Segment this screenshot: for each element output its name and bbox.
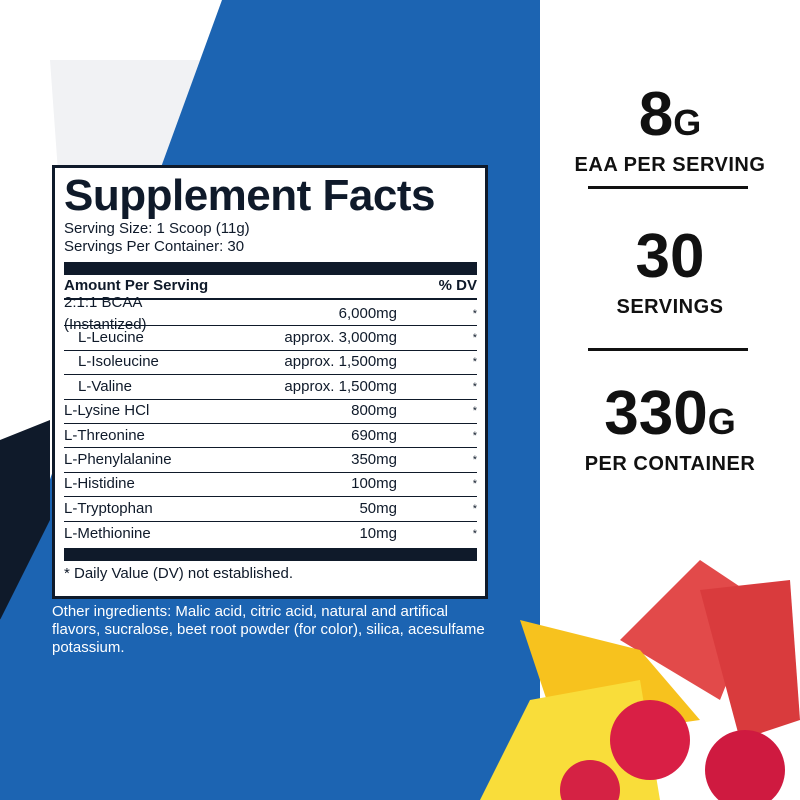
ingredient-row: L-Valine approx. 1,500mg * xyxy=(64,375,477,400)
ingredient-dv: * xyxy=(472,454,477,467)
ingredient-dv: * xyxy=(472,502,477,515)
ingredient-rows: 2:1:1 BCAA (Instantized) 6,000mg * L-Leucin… xyxy=(64,294,477,546)
serving-size: Serving Size: 1 Scoop (11g) xyxy=(64,220,250,237)
supplement-facts-panel: Supplement Facts Serving Size: 1 Scoop (… xyxy=(52,165,488,599)
ingredient-name: L-Threonine xyxy=(64,426,145,444)
ingredient-name: L-Valine xyxy=(78,377,132,395)
navy-stripe xyxy=(0,420,50,620)
ingredient-row: L-Histidine 100mg * xyxy=(64,473,477,498)
ingredient-row: L-Threonine 690mg * xyxy=(64,424,477,449)
divider xyxy=(64,547,477,561)
ingredient-row: 2:1:1 BCAA (Instantized) 6,000mg * xyxy=(64,294,477,333)
ingredient-dv: * xyxy=(472,527,477,540)
ingredient-name: L-Phenylalanine xyxy=(64,451,172,469)
ingredient-dv: * xyxy=(472,380,477,393)
table-header: Amount Per Serving % DV xyxy=(64,277,477,300)
ingredient-amount: 6,000mg xyxy=(338,304,397,322)
ingredient-amount: approx. 1,500mg xyxy=(284,377,397,395)
ingredient-dv: * xyxy=(472,405,477,418)
ingredient-name: L-Methionine xyxy=(64,524,151,542)
ingredient-dv: * xyxy=(472,478,477,491)
ingredient-amount: 100mg xyxy=(351,475,397,493)
ingredient-name: L-Leucine xyxy=(78,329,144,347)
ingredient-row: L-Phenylalanine 350mg * xyxy=(64,448,477,473)
ingredient-amount: 800mg xyxy=(351,402,397,420)
ingredient-row: L-Leucine approx. 3,000mg * xyxy=(64,326,477,351)
ingredient-row: L-Isoleucine approx. 1,500mg * xyxy=(64,351,477,376)
facts-title: Supplement Facts xyxy=(64,171,435,220)
divider xyxy=(588,186,748,189)
divider xyxy=(588,348,748,351)
ingredient-amount: approx. 3,000mg xyxy=(284,329,397,347)
other-ingredients: Other ingredients: Malic acid, citric ac… xyxy=(52,603,485,656)
footnote: * Daily Value (DV) not established. xyxy=(64,564,293,582)
stat-label: SERVINGS xyxy=(616,296,724,318)
dv-header: % DV xyxy=(438,277,477,294)
ingredient-dv: * xyxy=(472,332,477,345)
servings-per-container: Servings Per Container: 30 xyxy=(64,238,245,255)
divider xyxy=(64,262,477,275)
ingredient-row: L-Tryptophan 50mg * xyxy=(64,497,477,522)
stat-unit: G xyxy=(673,102,702,143)
ingredient-amount: 50mg xyxy=(359,499,397,517)
ingredient-amount: approx. 1,500mg xyxy=(284,353,397,371)
stat-label: PER CONTAINER xyxy=(584,453,756,475)
ingredient-name: 2:1:1 BCAA (Instantized) xyxy=(64,293,147,333)
ingredient-dv: * xyxy=(472,307,477,320)
ingredient-row: L-Lysine HCl 800mg * xyxy=(64,400,477,424)
ingredient-name: L-Histidine xyxy=(64,475,135,493)
stat-value: 8 xyxy=(638,80,674,149)
stat-value: 30 xyxy=(635,222,705,291)
ingredient-amount: 350mg xyxy=(351,451,397,469)
ingredient-name: L-Lysine HCl xyxy=(64,402,150,420)
amount-header: Amount Per Serving xyxy=(64,277,209,294)
stat-unit: G xyxy=(707,401,736,442)
stat-label: EAA PER SERVING xyxy=(574,154,766,176)
ingredient-dv: * xyxy=(472,429,477,442)
stat-eaa: 8G EAA PER SERVING xyxy=(540,84,800,177)
stat-servings: 30 SERVINGS xyxy=(540,226,800,319)
ingredient-amount: 690mg xyxy=(351,426,397,444)
ingredient-name: L-Tryptophan xyxy=(64,499,153,517)
ingredient-row: L-Methionine 10mg * xyxy=(64,522,477,546)
ingredient-amount: 10mg xyxy=(359,524,397,542)
stat-container: 330G PER CONTAINER xyxy=(540,383,800,476)
ingredient-dv: * xyxy=(472,356,477,369)
stat-value: 330 xyxy=(604,379,708,448)
ingredient-name: L-Isoleucine xyxy=(78,353,159,371)
fruit-image xyxy=(480,560,800,800)
